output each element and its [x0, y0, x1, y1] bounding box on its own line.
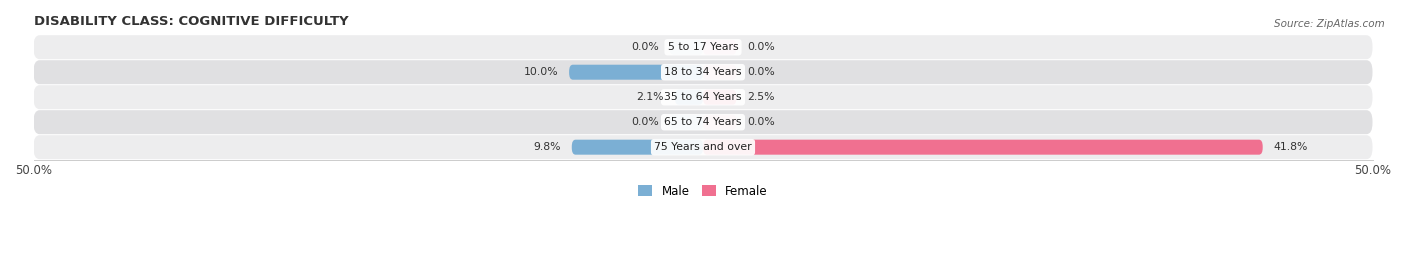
FancyBboxPatch shape — [569, 65, 703, 80]
Text: 18 to 34 Years: 18 to 34 Years — [664, 67, 742, 77]
Text: 2.1%: 2.1% — [637, 92, 664, 102]
Text: 9.8%: 9.8% — [533, 142, 561, 152]
FancyBboxPatch shape — [703, 115, 737, 130]
Text: 2.5%: 2.5% — [747, 92, 775, 102]
Text: 0.0%: 0.0% — [747, 67, 775, 77]
FancyBboxPatch shape — [34, 85, 1372, 109]
FancyBboxPatch shape — [34, 110, 1372, 134]
Text: 0.0%: 0.0% — [747, 117, 775, 127]
Text: 0.0%: 0.0% — [631, 117, 659, 127]
FancyBboxPatch shape — [669, 115, 703, 130]
Legend: Male, Female: Male, Female — [634, 181, 772, 201]
FancyBboxPatch shape — [34, 135, 1372, 159]
FancyBboxPatch shape — [703, 65, 737, 80]
Text: 0.0%: 0.0% — [631, 42, 659, 52]
FancyBboxPatch shape — [669, 40, 703, 55]
FancyBboxPatch shape — [34, 35, 1372, 59]
FancyBboxPatch shape — [34, 60, 1372, 84]
Text: 41.8%: 41.8% — [1274, 142, 1308, 152]
Text: DISABILITY CLASS: COGNITIVE DIFFICULTY: DISABILITY CLASS: COGNITIVE DIFFICULTY — [34, 15, 349, 28]
Text: 0.0%: 0.0% — [747, 42, 775, 52]
FancyBboxPatch shape — [675, 90, 703, 105]
FancyBboxPatch shape — [703, 40, 737, 55]
Text: 75 Years and over: 75 Years and over — [654, 142, 752, 152]
Text: Source: ZipAtlas.com: Source: ZipAtlas.com — [1274, 19, 1385, 29]
Text: 10.0%: 10.0% — [524, 67, 558, 77]
Text: 65 to 74 Years: 65 to 74 Years — [664, 117, 742, 127]
Text: 35 to 64 Years: 35 to 64 Years — [664, 92, 742, 102]
Text: 5 to 17 Years: 5 to 17 Years — [668, 42, 738, 52]
FancyBboxPatch shape — [572, 140, 703, 155]
FancyBboxPatch shape — [703, 140, 1263, 155]
FancyBboxPatch shape — [703, 90, 737, 105]
